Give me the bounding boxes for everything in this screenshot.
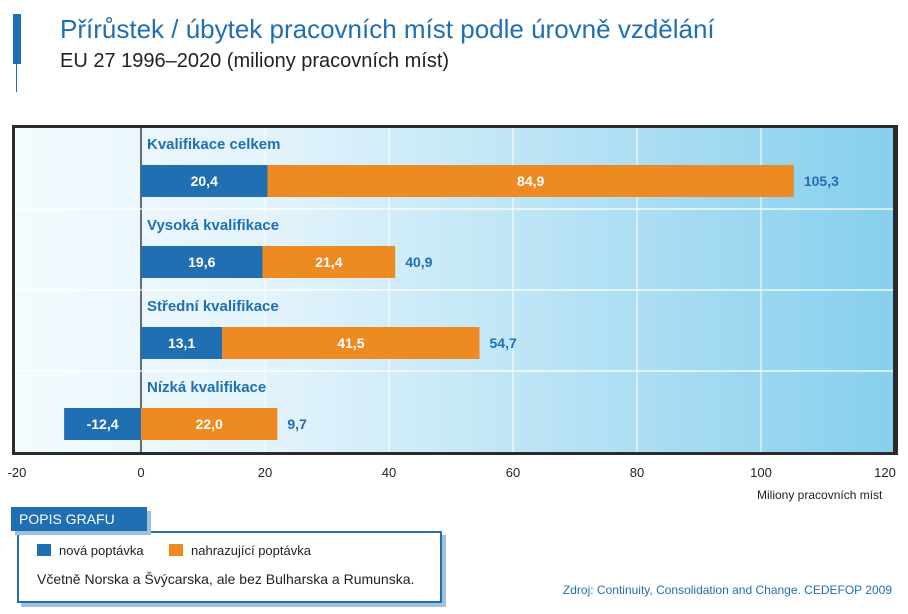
x-tick-label: -20 <box>8 465 27 480</box>
data-label-total: 40,9 <box>405 254 432 270</box>
x-tick-label: 80 <box>630 465 644 480</box>
category-label: Nízká kvalifikace <box>147 379 266 396</box>
category-label: Kvalifikace celkem <box>147 136 280 153</box>
legend-swatch-new <box>37 544 51 556</box>
chart-title: Přírůstek / úbytek pracovních míst podle… <box>60 14 715 44</box>
bar-new-demand <box>141 165 268 197</box>
chart-svg: Kvalifikace celkem 20,4 84,9 105,3 Vysoká kv… <box>8 125 898 480</box>
legend-label-new: nová poptávka <box>59 543 144 558</box>
legend-item-replacement: nahrazující poptávka <box>169 543 311 558</box>
ticks-layer: -20 0 20 40 60 80 100 120 <box>8 465 896 480</box>
data-label-total: 9,7 <box>287 416 307 432</box>
data-label-new: 19,6 <box>188 254 215 270</box>
legend-item-new: nová poptávka <box>37 543 144 558</box>
data-label-replacement: 84,9 <box>517 173 544 189</box>
category-label: Střední kvalifikace <box>147 298 279 315</box>
bar-replacement-demand <box>267 165 794 197</box>
data-label-new: -12,4 <box>87 416 119 432</box>
x-axis-unit-label: Miliony pracovních míst <box>757 488 883 502</box>
legend-label-replacement: nahrazující poptávka <box>191 543 311 558</box>
category-label: Vysoká kvalifikace <box>147 217 279 234</box>
source-note: Zdroj: Continuity, Consolidation and Cha… <box>562 583 892 597</box>
data-label-total: 105,3 <box>804 173 839 189</box>
x-tick-label: 100 <box>750 465 772 480</box>
legend-box <box>17 531 442 603</box>
x-tick-label: 120 <box>874 465 896 480</box>
x-tick-label: 40 <box>382 465 396 480</box>
data-label-new: 13,1 <box>168 335 195 351</box>
x-tick-label: 20 <box>258 465 272 480</box>
data-label-new: 20,4 <box>191 173 218 189</box>
labels-layer: Kvalifikace celkem 20,4 84,9 105,3 Vysoká kv… <box>87 136 840 432</box>
data-label-replacement: 21,4 <box>315 254 342 270</box>
title-accent-bar <box>13 14 21 64</box>
data-label-replacement: 22,0 <box>196 416 223 432</box>
bar-new-demand <box>141 327 223 359</box>
x-tick-label: 60 <box>506 465 520 480</box>
legend-swatch-replacement <box>169 544 183 556</box>
chart-subtitle: EU 27 1996–2020 (miliony pracovních míst… <box>60 50 450 72</box>
legend-note: Včetně Norska a Švýcarska, ale bez Bulha… <box>37 571 415 587</box>
x-tick-label: 0 <box>137 465 144 480</box>
bar-replacement-demand <box>141 408 278 440</box>
legend-header: POPIS GRAFU <box>11 507 147 531</box>
bar-replacement-demand <box>262 246 396 278</box>
bar-replacement-demand <box>222 327 480 359</box>
bar-new-demand <box>64 408 141 440</box>
bar-new-demand <box>141 246 263 278</box>
data-label-total: 54,7 <box>490 335 517 351</box>
data-label-replacement: 41,5 <box>337 335 364 351</box>
bars-layer <box>64 165 794 440</box>
title-rule <box>16 64 17 92</box>
